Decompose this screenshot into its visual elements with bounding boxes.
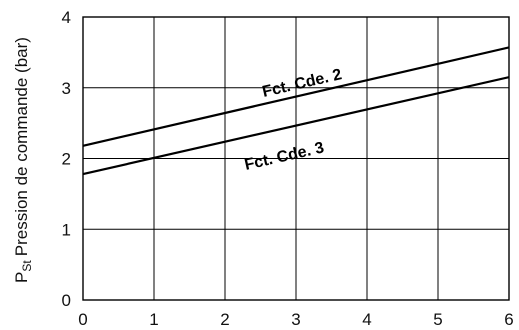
y-tick-labels: 0 1 2 3 4 bbox=[62, 8, 71, 310]
y-tick-label: 2 bbox=[62, 150, 71, 169]
y-tick-label: 1 bbox=[62, 220, 71, 239]
x-tick-labels: 0 1 2 3 4 5 6 bbox=[78, 310, 513, 329]
series-line bbox=[82, 76, 510, 176]
x-tick-label: 2 bbox=[220, 310, 229, 329]
plot-frame bbox=[82, 16, 510, 301]
x-tick-label: 0 bbox=[78, 310, 87, 329]
y-axis-label-subscript: St bbox=[20, 260, 34, 272]
x-tick-label: 5 bbox=[433, 310, 442, 329]
y-axis-label: PSt Pression de commande (bar) bbox=[12, 37, 34, 283]
y-tick-label: 3 bbox=[62, 79, 71, 98]
series-label: Fct. Cde. 3 bbox=[243, 139, 326, 174]
x-tick-label: 4 bbox=[362, 310, 371, 329]
x-tick-label: 3 bbox=[291, 310, 300, 329]
x-tick-label: 6 bbox=[504, 310, 513, 329]
y-tick-label: 4 bbox=[62, 8, 71, 27]
series-lines bbox=[82, 46, 510, 176]
y-tick-label: 0 bbox=[62, 291, 71, 310]
y-axis-label-text: Pression de commande (bar) bbox=[12, 37, 31, 256]
series-line bbox=[82, 46, 510, 147]
y-axis-label-symbol: P bbox=[12, 272, 31, 283]
x-tick-label: 1 bbox=[149, 310, 158, 329]
